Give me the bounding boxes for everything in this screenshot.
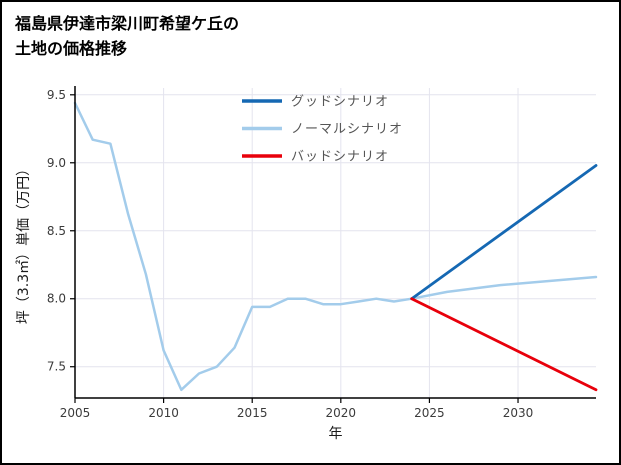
legend-label-3: バッドシナリオ (291, 150, 389, 165)
legend-label-1: グッドシナリオ (291, 95, 389, 110)
series-line-1 (73, 101, 598, 392)
series-line-3 (410, 297, 598, 392)
x-tick-label: 2005 (60, 406, 91, 420)
y-tick-label: 9.5 (47, 88, 66, 102)
x-tick-label: 2025 (414, 406, 445, 420)
x-tick-label: 2015 (237, 406, 268, 420)
y-tick-label: 7.5 (47, 360, 66, 374)
page-title-line1: 福島県伊達市梁川町希望ケ丘の (15, 14, 240, 33)
y-tick-label: 8.0 (47, 292, 66, 306)
x-tick-label: 2020 (326, 406, 357, 420)
y-tick-label: 9.0 (47, 156, 66, 170)
series-line-2 (410, 164, 598, 301)
y-tick-label: 8.5 (47, 224, 66, 238)
legend-label-2: ノーマルシナリオ (291, 122, 403, 137)
page-title: 福島県伊達市梁川町希望ケ丘の 土地の価格推移 (15, 12, 239, 62)
x-tick-label: 2030 (503, 406, 534, 420)
page-title-line2: 土地の価格推移 (15, 38, 128, 58)
x-tick-label: 2010 (148, 406, 179, 420)
x-axis-label: 年 (329, 426, 343, 442)
y-axis-label: 坪（3.3㎡）単価（万円） (16, 162, 32, 324)
